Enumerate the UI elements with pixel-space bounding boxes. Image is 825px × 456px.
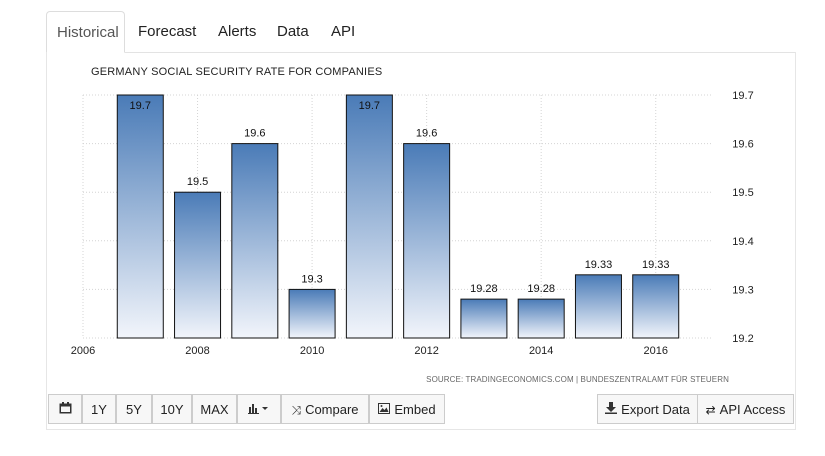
- data-label-2014: 19.28: [527, 283, 555, 295]
- tab-api[interactable]: API: [331, 23, 356, 40]
- y-tick-label: 19.2: [732, 333, 753, 345]
- y-tick-label: 19.7: [732, 90, 753, 102]
- calendar-icon: [59, 395, 72, 425]
- data-label-2007: 19.7: [130, 100, 151, 112]
- data-label-2012: 19.6: [416, 128, 437, 140]
- tab-bar: Historical Forecast Alerts Data API: [46, 11, 796, 53]
- x-tick-label: 2016: [643, 345, 667, 357]
- x-tick-label: 2014: [529, 345, 553, 357]
- bar-2011[interactable]: [345, 94, 393, 339]
- export-data-button[interactable]: Export Data: [597, 394, 697, 424]
- y-tick-label: 19.3: [732, 284, 753, 296]
- range-10y-button[interactable]: 10Y: [152, 394, 192, 424]
- chart-type-button[interactable]: [237, 394, 281, 424]
- bar-2010[interactable]: [288, 288, 336, 339]
- data-label-2013: 19.28: [470, 283, 498, 295]
- bar-2013[interactable]: [460, 298, 508, 339]
- bar-chart: GERMANY SOCIAL SECURITY RATE FOR COMPANI…: [71, 66, 754, 384]
- compare-label: Compare: [305, 402, 359, 417]
- data-labels: 19.7 19.5 19.6 19.3 19.7 19.6 19.28 19.28 19.33 1…: [130, 100, 670, 295]
- y-tick-label: 19.6: [732, 139, 753, 151]
- bar-2012[interactable]: [403, 143, 451, 339]
- data-label-2009: 19.6: [244, 128, 265, 140]
- source-note: SOURCE: TRADINGECONOMICS.COM | BUNDESZEN…: [426, 375, 729, 384]
- chart-widget: Historical Forecast Alerts Data API GERM…: [46, 11, 796, 430]
- calendar-button[interactable]: [48, 394, 82, 424]
- data-label-2016: 19.33: [642, 259, 670, 271]
- tab-data[interactable]: Data: [277, 23, 309, 40]
- api-access-button[interactable]: ⇄ API Access: [697, 394, 794, 424]
- download-icon: [605, 395, 618, 425]
- bar-2007[interactable]: [116, 94, 164, 339]
- export-data-label: Export Data: [621, 402, 690, 417]
- range-max-button[interactable]: MAX: [192, 394, 237, 424]
- x-tick-label: 2008: [185, 345, 209, 357]
- x-axis: 2006 2008 2010 2012 2014 2016: [71, 345, 668, 357]
- y-axis: 19.2 19.3 19.4 19.5 19.6 19.7: [732, 90, 753, 345]
- chart-panel: [46, 52, 796, 430]
- data-label-2011: 19.7: [359, 100, 380, 112]
- x-tick-label: 2012: [414, 345, 438, 357]
- range-5y-button[interactable]: 5Y: [116, 394, 152, 424]
- bar-2008[interactable]: [174, 191, 222, 339]
- image-icon: [378, 395, 391, 425]
- bar-chart-icon: [248, 402, 270, 417]
- data-label-2008: 19.5: [187, 176, 208, 188]
- chart-title: GERMANY SOCIAL SECURITY RATE FOR COMPANI…: [91, 66, 382, 78]
- bar-2015[interactable]: [574, 274, 622, 339]
- y-tick-label: 19.5: [732, 187, 753, 199]
- bar-2009[interactable]: [231, 143, 279, 339]
- bars: [116, 94, 680, 339]
- x-tick-label: 2010: [300, 345, 324, 357]
- data-label-2010: 19.3: [301, 273, 322, 285]
- bar-2016[interactable]: [632, 274, 680, 339]
- api-access-label: API Access: [719, 402, 786, 417]
- data-label-2015: 19.33: [585, 259, 613, 271]
- tab-historical[interactable]: Historical: [46, 11, 125, 53]
- chart-toolbar: 1Y 5Y 10Y MAX ⤨ Compare Embed Export Data…: [46, 394, 796, 426]
- x-tick-label: 2006: [71, 345, 95, 357]
- y-tick-label: 19.4: [732, 236, 753, 248]
- embed-button[interactable]: Embed: [369, 394, 445, 424]
- exchange-icon: ⇄: [705, 403, 716, 417]
- compare-button[interactable]: ⤨ Compare: [281, 394, 369, 424]
- range-1y-button[interactable]: 1Y: [82, 394, 116, 424]
- bar-2014[interactable]: [517, 298, 565, 339]
- tab-forecast[interactable]: Forecast: [138, 23, 197, 40]
- tab-alerts[interactable]: Alerts: [218, 23, 257, 40]
- embed-label: Embed: [394, 402, 436, 417]
- shuffle-icon: ⤨: [291, 403, 302, 417]
